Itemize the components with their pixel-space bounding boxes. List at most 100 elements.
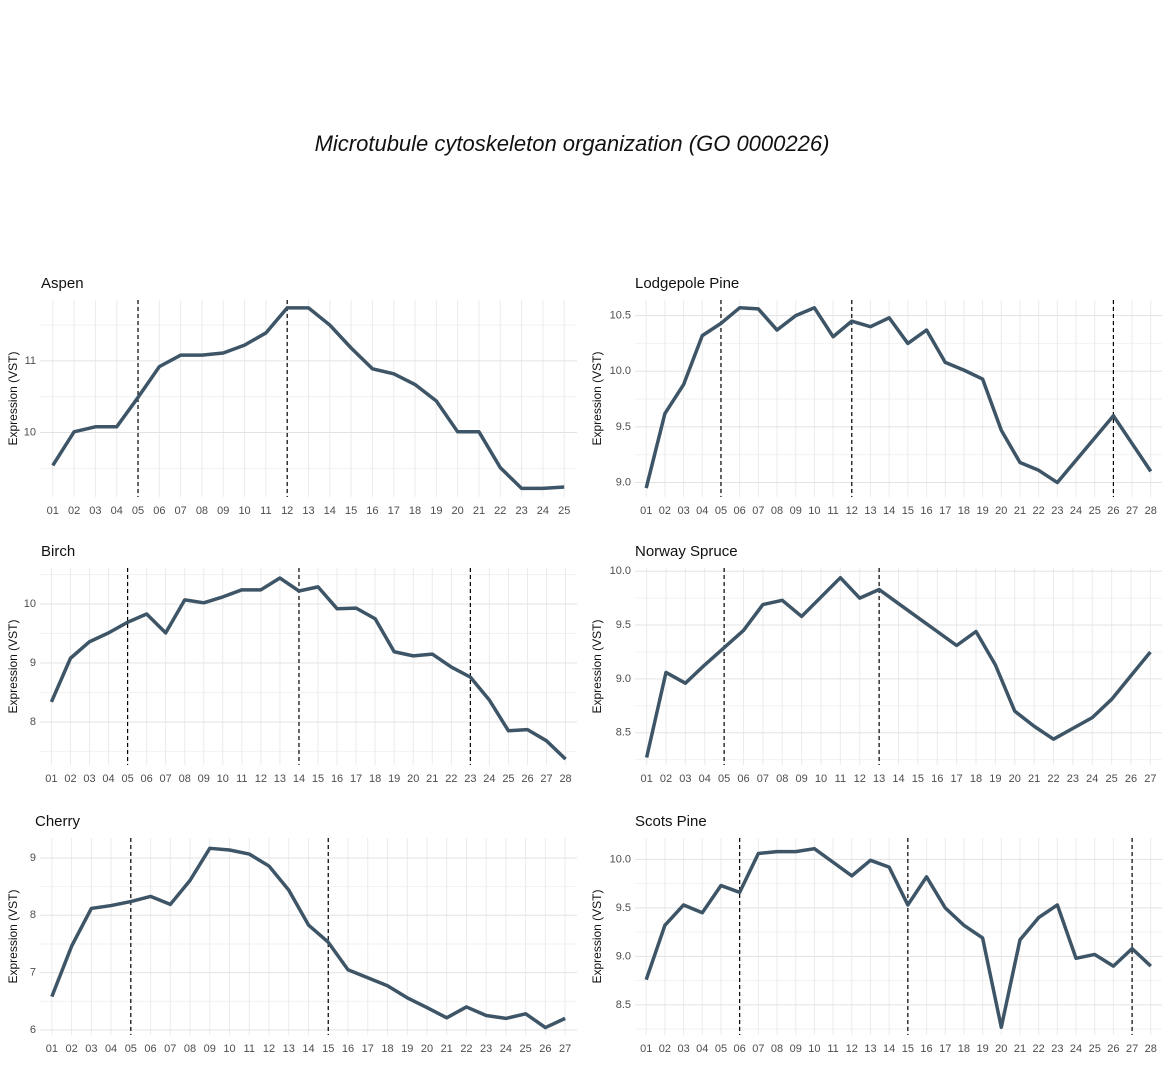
x-tick-label: 24 — [1070, 1043, 1082, 1055]
x-tick-label: 21 — [441, 1043, 453, 1055]
x-tick-label: 25 — [502, 773, 514, 785]
x-tick-label: 12 — [854, 773, 866, 785]
x-tick-label: 28 — [559, 773, 571, 785]
x-tick-label: 08 — [776, 773, 788, 785]
panel: 8.5 9.0 9.5 10.0 01 02 03 04 05 06 07 08 09 10 11 12 13 1… — [590, 813, 1162, 1055]
x-tick-label: 25 — [1106, 773, 1118, 785]
x-tick-label: 09 — [204, 1043, 216, 1055]
x-tick-label: 12 — [846, 1043, 858, 1055]
x-tick-label: 23 — [480, 1043, 492, 1055]
x-tick-label: 14 — [302, 1043, 314, 1055]
x-tick-label: 03 — [677, 505, 689, 517]
x-tick-label: 10 — [815, 773, 827, 785]
x-tick-label: 23 — [1051, 505, 1063, 517]
x-tick-label: 24 — [483, 773, 495, 785]
x-tick-label: 12 — [281, 505, 293, 517]
x-tick-label: 01 — [47, 505, 59, 517]
x-tick-label: 13 — [302, 505, 314, 517]
x-tick-label: 14 — [883, 505, 895, 517]
y-tick-label: 9.0 — [616, 673, 631, 685]
x-tick-label: 19 — [430, 505, 442, 517]
x-tick-label: 08 — [771, 1043, 783, 1055]
x-tick-label: 10 — [808, 505, 820, 517]
panel: 8.5 9.0 9.5 10.0 01 02 03 04 05 06 07 08 09 10 11 12 13 1… — [590, 543, 1162, 785]
x-tick-label: 10 — [238, 505, 250, 517]
x-tick-label: 12 — [846, 505, 858, 517]
x-tick-label: 22 — [1033, 1043, 1045, 1055]
x-tick-label: 07 — [175, 505, 187, 517]
x-tick-label: 11 — [236, 773, 247, 785]
figure-title: Microtubule cytoskeleton organization (G… — [315, 131, 830, 156]
x-tick-label: 16 — [920, 505, 932, 517]
data-line — [51, 306, 565, 491]
x-tick-label: 20 — [407, 773, 419, 785]
x-tick-label: 05 — [718, 773, 730, 785]
x-tick-label: 26 — [1107, 505, 1119, 517]
y-tick-label: 10.0 — [610, 565, 631, 577]
y-tick-label: 10.0 — [610, 365, 631, 377]
x-tick-label: 16 — [366, 505, 378, 517]
x-tick-label: 03 — [89, 505, 101, 517]
x-tick-label: 27 — [1126, 1043, 1138, 1055]
data-line — [644, 846, 1152, 1029]
panel: 6 7 8 9 01 02 03 04 05 06 07 08 09 10 11 12 13 14 15 16 17 18… — [6, 813, 577, 1055]
x-tick-label: 04 — [696, 505, 708, 517]
x-tick-label: 02 — [64, 773, 76, 785]
x-tick-label: 06 — [734, 1043, 746, 1055]
x-tick-label: 17 — [939, 1043, 951, 1055]
y-tick-label: 10.5 — [610, 309, 631, 321]
y-tick-label: 8 — [30, 909, 36, 921]
x-tick-label: 15 — [902, 505, 914, 517]
x-tick-label: 24 — [1086, 773, 1098, 785]
y-axis-label: Expression (VST) — [590, 351, 604, 445]
x-tick-label: 09 — [198, 773, 210, 785]
x-tick-label: 21 — [1014, 505, 1026, 517]
x-tick-label: 16 — [331, 773, 343, 785]
x-tick-label: 14 — [883, 1043, 895, 1055]
x-tick-label: 14 — [892, 773, 904, 785]
x-tick-label: 06 — [144, 1043, 156, 1055]
y-tick-label: 10 — [24, 426, 36, 438]
x-tick-label: 22 — [1033, 505, 1045, 517]
x-tick-label: 10 — [217, 773, 229, 785]
y-axis-label: Expression (VST) — [590, 619, 604, 713]
x-tick-label: 07 — [164, 1043, 176, 1055]
x-tick-label: 06 — [141, 773, 153, 785]
x-tick-label: 18 — [958, 1043, 970, 1055]
y-tick-label: 9.5 — [616, 902, 631, 914]
x-tick-label: 05 — [125, 1043, 137, 1055]
y-tick-label: 9.0 — [616, 950, 631, 962]
x-tick-label: 11 — [827, 505, 838, 517]
x-tick-label: 02 — [659, 505, 671, 517]
x-tick-label: 12 — [263, 1043, 275, 1055]
x-tick-label: 18 — [369, 773, 381, 785]
y-tick-label: 8.5 — [616, 999, 631, 1011]
x-tick-label: 27 — [559, 1043, 571, 1055]
x-tick-label: 28 — [1145, 505, 1157, 517]
data-line — [644, 306, 1153, 489]
x-tick-label: 06 — [734, 505, 746, 517]
x-tick-label: 23 — [515, 505, 527, 517]
x-tick-label: 19 — [989, 773, 1001, 785]
x-tick-label: 08 — [196, 505, 208, 517]
x-tick-label: 24 — [537, 505, 549, 517]
x-tick-label: 13 — [274, 773, 286, 785]
x-tick-label: 02 — [68, 505, 80, 517]
x-tick-label: 16 — [920, 1043, 932, 1055]
y-tick-label: 10.0 — [610, 853, 631, 865]
x-tick-label: 15 — [345, 505, 357, 517]
panel: 8 9 10 01 02 03 04 05 06 07 08 09 10 11 12 13 14 15 16 17 18… — [6, 543, 577, 785]
x-tick-label: 19 — [976, 505, 988, 517]
x-tick-label: 21 — [473, 505, 485, 517]
x-tick-label: 17 — [362, 1043, 374, 1055]
x-tick-label: 21 — [1028, 773, 1040, 785]
x-tick-label: 03 — [679, 773, 691, 785]
x-tick-label: 01 — [46, 1043, 58, 1055]
x-tick-label: 15 — [312, 773, 324, 785]
x-tick-label: 19 — [388, 773, 400, 785]
x-tick-label: 13 — [864, 505, 876, 517]
x-tick-label: 20 — [995, 1043, 1007, 1055]
x-tick-label: 15 — [912, 773, 924, 785]
x-tick-label: 07 — [752, 1043, 764, 1055]
